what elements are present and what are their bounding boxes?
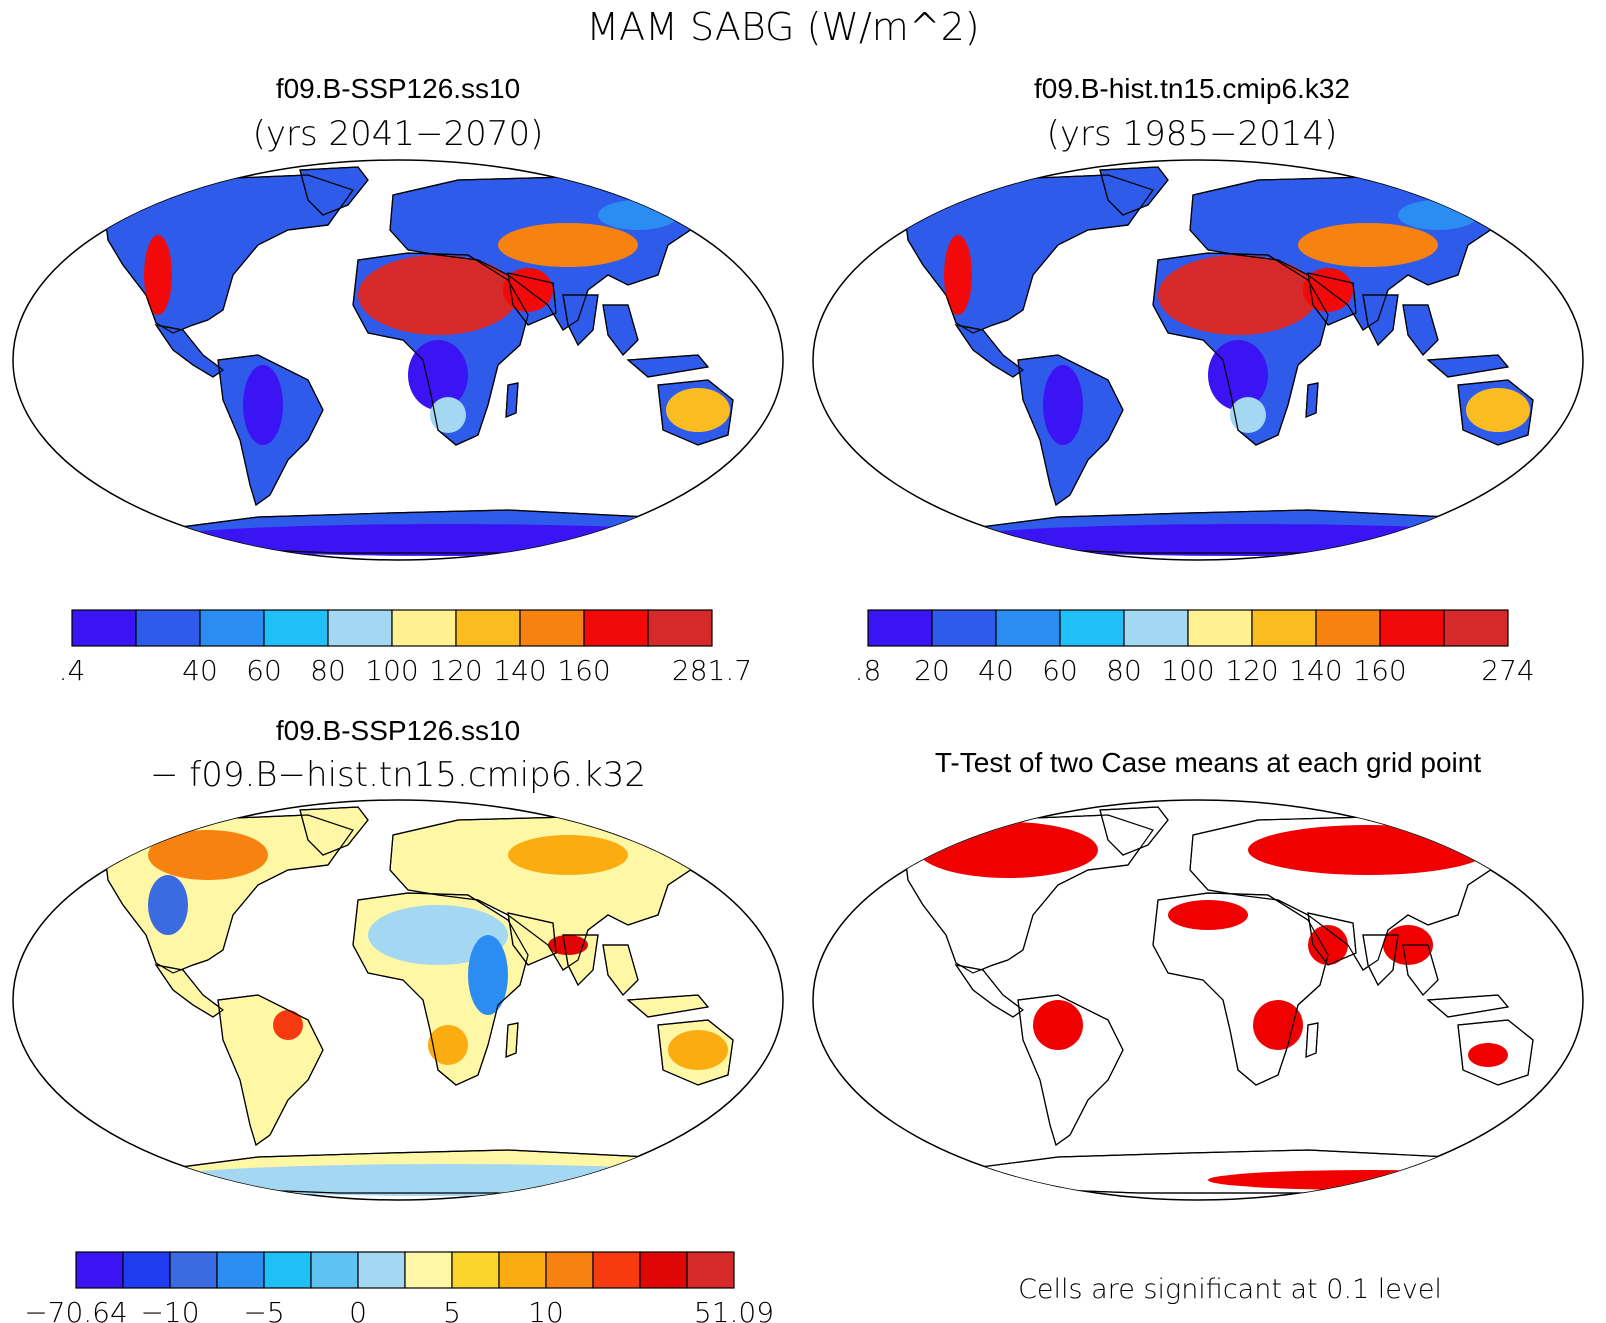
colorbar-labels: −70.64 −10 −5 0 5 10 51.09	[24, 1296, 774, 1323]
panel-title-line1: T-Test of two Case means at each grid po…	[935, 747, 1481, 778]
colorbar-tick-label: 140	[493, 654, 546, 687]
colorbar-tick-label: 20	[914, 654, 950, 687]
panel-hist: f09.B-hist.tn15.cmip6.k32 (yrs 1985−2014…	[812, 73, 1584, 687]
colorbar-boxes	[867, 609, 1509, 647]
colorbar-tick-label: 80	[310, 654, 346, 687]
colorbar-boxes	[71, 609, 713, 647]
colorbar-box	[199, 609, 265, 647]
colorbar-box	[391, 609, 457, 647]
colorbar-tick-label: 10	[528, 1296, 564, 1323]
colorbar-tick-label: .4	[59, 654, 86, 687]
colorbar-box	[263, 1251, 312, 1289]
colorbar-tick-label: 51.09	[694, 1296, 774, 1323]
colorbar-box	[498, 1251, 547, 1289]
colorbar-box	[263, 609, 329, 647]
colorbar-tick-label: 281.7	[672, 654, 752, 687]
map-ssp126	[12, 159, 784, 561]
colorbar-hist: .8 20 40 60 80 100 120 140 160 274	[855, 609, 1535, 687]
colorbar-tick-label: −70.64	[24, 1296, 128, 1323]
colorbar-tick-label: 120	[429, 654, 482, 687]
colorbar-labels: .8 20 40 60 80 100 120 140 160 274	[855, 654, 1535, 687]
colorbar-box	[686, 1251, 735, 1289]
colorbar-ssp126: .4 40 60 80 100 120 140 160 281.7	[59, 609, 752, 687]
colorbar-box	[867, 609, 933, 647]
colorbar-tick-label: 60	[1042, 654, 1078, 687]
colorbar-box	[169, 1251, 218, 1289]
colorbar-box	[310, 1251, 359, 1289]
panel-title-line1: f09.B-hist.tn15.cmip6.k32	[1034, 73, 1350, 104]
colorbar-tick-label: 140	[1289, 654, 1342, 687]
ttest-caption: Cells are significant at 0.1 level	[1018, 1274, 1442, 1305]
panel-title-line1: f09.B-SSP126.ss10	[276, 715, 520, 746]
colorbar-box	[451, 1251, 500, 1289]
map-diff	[12, 799, 784, 1201]
colorbar-boxes	[75, 1251, 735, 1289]
colorbar-tick-label: 40	[182, 654, 218, 687]
colorbar-tick-label: 100	[365, 654, 418, 687]
colorbar-tick-label: 100	[1161, 654, 1214, 687]
colorbar-box	[931, 609, 997, 647]
colorbar-box	[122, 1251, 171, 1289]
colorbar-tick-label: 0	[349, 1296, 367, 1323]
colorbar-box	[995, 609, 1061, 647]
colorbar-tick-label: 160	[557, 654, 610, 687]
colorbar-tick-label: 80	[1106, 654, 1142, 687]
colorbar-box	[135, 609, 201, 647]
colorbar-box	[1187, 609, 1253, 647]
colorbar-box	[455, 609, 521, 647]
colorbar-box	[639, 1251, 688, 1289]
map-ttest	[812, 799, 1584, 1201]
colorbar-tick-label: 160	[1353, 654, 1406, 687]
panel-title-line1: f09.B-SSP126.ss10	[276, 73, 520, 104]
colorbar-labels: .4 40 60 80 100 120 140 160 281.7	[59, 654, 752, 687]
colorbar-box	[545, 1251, 594, 1289]
colorbar-box	[519, 609, 585, 647]
colorbar-tick-label: 40	[978, 654, 1014, 687]
colorbar-box	[1443, 609, 1509, 647]
colorbar-box	[1315, 609, 1381, 647]
colorbar-box	[647, 609, 713, 647]
panel-ssp126: f09.B-SSP126.ss10 (yrs 2041−2070)	[12, 73, 784, 687]
colorbar-box	[1379, 609, 1445, 647]
colorbar-box	[583, 609, 649, 647]
colorbar-box	[1059, 609, 1125, 647]
colorbar-tick-label: −5	[243, 1296, 284, 1323]
colorbar-tick-label: .8	[855, 654, 882, 687]
colorbar-box	[216, 1251, 265, 1289]
colorbar-box	[357, 1251, 406, 1289]
colorbar-diff: −70.64 −10 −5 0 5 10 51.09	[24, 1251, 774, 1323]
colorbar-tick-label: −10	[140, 1296, 199, 1323]
map-hist	[812, 159, 1584, 561]
panel-ttest: T-Test of two Case means at each grid po…	[812, 747, 1584, 1305]
colorbar-box	[75, 1251, 124, 1289]
panel-title-line2: (yrs 2041−2070)	[253, 114, 544, 154]
colorbar-box	[404, 1251, 453, 1289]
panel-title-line2: (yrs 1985−2014)	[1047, 114, 1338, 154]
colorbar-tick-label: 274	[1481, 654, 1534, 687]
colorbar-box	[1251, 609, 1317, 647]
colorbar-tick-label: 60	[246, 654, 282, 687]
panel-diff: f09.B-SSP126.ss10 − f09.B−hist.tn15.cmip…	[12, 715, 784, 1323]
colorbar-tick-label: 120	[1225, 654, 1278, 687]
colorbar-box	[71, 609, 137, 647]
colorbar-box	[592, 1251, 641, 1289]
colorbar-box	[1123, 609, 1189, 647]
colorbar-box	[327, 609, 393, 647]
panel-title-line2: − f09.B−hist.tn15.cmip6.k32	[150, 755, 646, 795]
colorbar-tick-label: 5	[443, 1296, 461, 1323]
figure-title: MAM SABG (W/m^2)	[586, 5, 979, 49]
